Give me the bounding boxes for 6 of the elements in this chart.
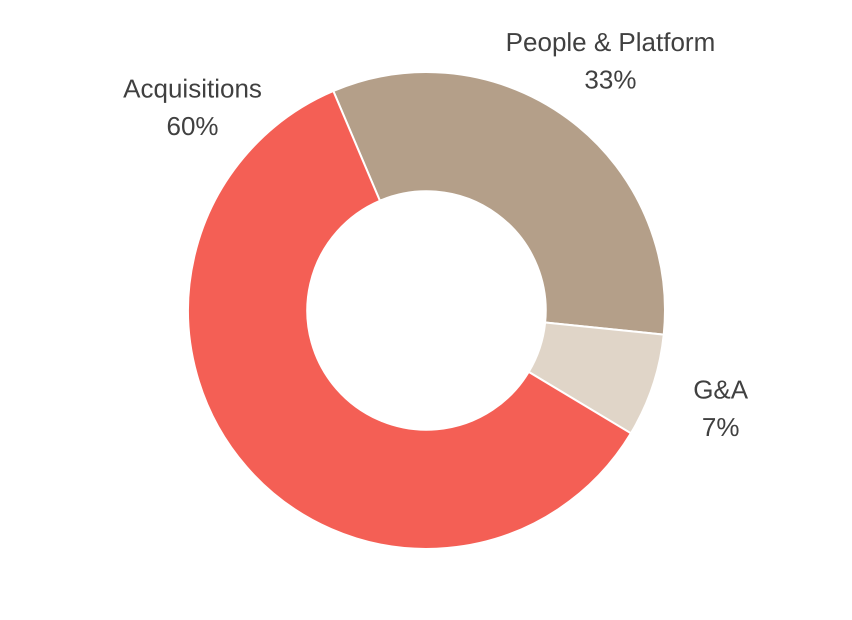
slice-label: Acquisitions [123,73,262,104]
slice-label: People & Platform [506,27,716,58]
data-label: 60% [166,110,219,141]
slice-label: G&A [693,374,749,405]
data-label: 7% [702,412,740,442]
data-label: 33% [584,64,636,95]
